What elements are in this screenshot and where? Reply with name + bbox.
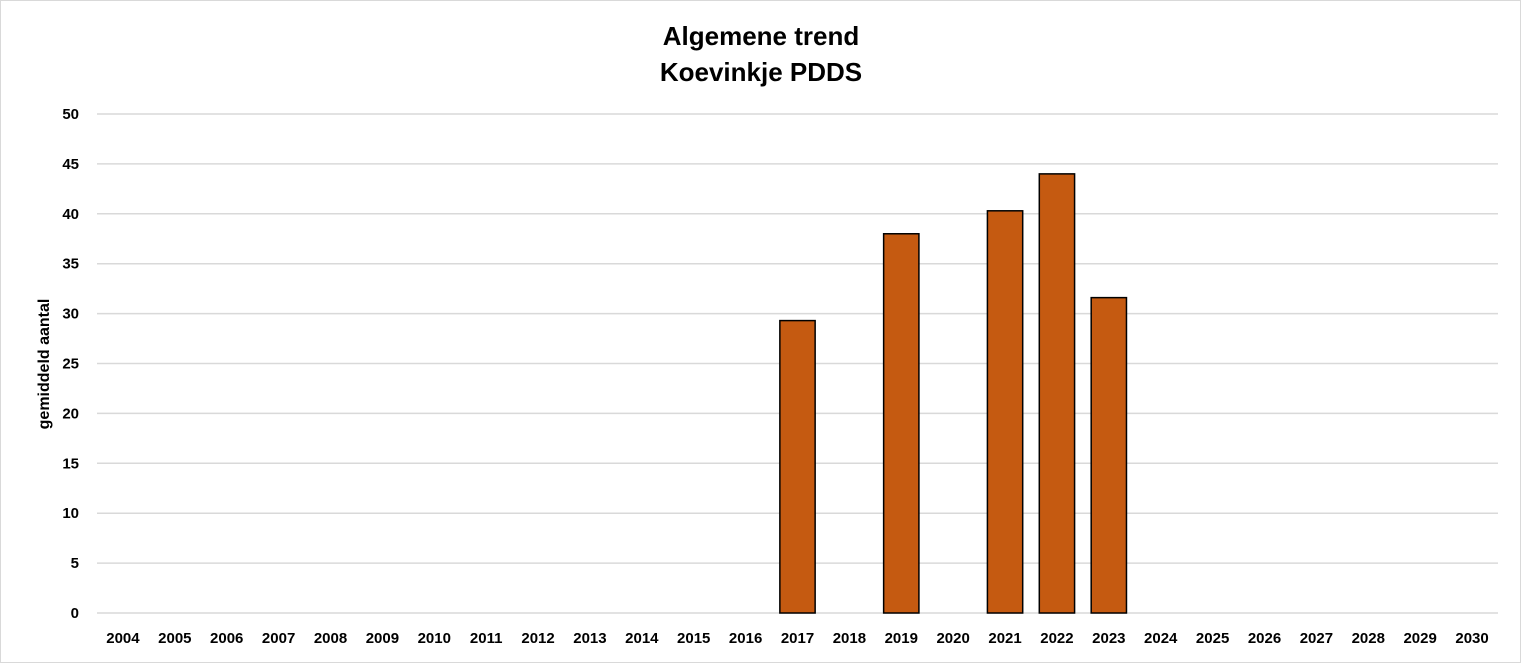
x-tick-label: 2004 bbox=[106, 630, 140, 647]
bar-2021 bbox=[986, 210, 1024, 614]
x-tick-label: 2014 bbox=[625, 630, 659, 647]
y-tick-label: 5 bbox=[71, 555, 79, 572]
y-tick-label: 20 bbox=[62, 405, 79, 422]
y-tick-label: 25 bbox=[62, 356, 79, 373]
y-tick-label: 35 bbox=[62, 256, 79, 273]
chart-title-line-2: Koevinkje PDDS bbox=[660, 57, 862, 87]
y-tick-label: 10 bbox=[62, 505, 79, 522]
y-tick-label: 50 bbox=[62, 106, 79, 123]
x-tick-label: 2030 bbox=[1455, 630, 1488, 647]
bar-2017 bbox=[779, 319, 816, 614]
y-axis-ticks: 0 5 10 15 20 25 30 35 40 45 50 bbox=[62, 106, 79, 622]
x-tick-label: 2017 bbox=[781, 630, 814, 647]
chart-title-line-1: Algemene trend bbox=[663, 21, 860, 51]
x-tick-label: 2018 bbox=[833, 630, 866, 647]
y-tick-label: 0 bbox=[71, 605, 79, 622]
x-tick-label: 2010 bbox=[418, 630, 451, 647]
x-tick-label: 2024 bbox=[1144, 630, 1178, 647]
x-tick-label: 2019 bbox=[885, 630, 918, 647]
x-tick-label: 2029 bbox=[1403, 630, 1436, 647]
x-tick-label: 2026 bbox=[1248, 630, 1281, 647]
x-tick-label: 2005 bbox=[158, 630, 191, 647]
x-tick-label: 2028 bbox=[1352, 630, 1385, 647]
y-axis-label: gemiddeld aantal bbox=[36, 299, 53, 430]
y-tick-label: 30 bbox=[62, 306, 79, 323]
x-tick-label: 2011 bbox=[470, 630, 503, 647]
bar-2022 bbox=[1038, 173, 1076, 614]
x-axis-ticks: 2004 2005 2006 2007 2008 2009 2010 2011 2012 2013… bbox=[106, 630, 1488, 647]
bars bbox=[779, 173, 1128, 614]
x-tick-label: 2016 bbox=[729, 630, 762, 647]
x-tick-label: 2021 bbox=[988, 630, 1021, 647]
x-tick-label: 2022 bbox=[1040, 630, 1073, 647]
x-tick-label: 2009 bbox=[366, 630, 399, 647]
bar-2019 bbox=[882, 233, 920, 614]
y-tick-label: 15 bbox=[62, 455, 79, 472]
x-tick-label: 2027 bbox=[1300, 630, 1333, 647]
x-tick-label: 2015 bbox=[677, 630, 710, 647]
x-tick-label: 2006 bbox=[210, 630, 243, 647]
x-tick-label: 2008 bbox=[314, 630, 347, 647]
x-tick-label: 2020 bbox=[936, 630, 969, 647]
bar-2023 bbox=[1090, 296, 1128, 614]
x-tick-label: 2025 bbox=[1196, 630, 1229, 647]
x-tick-label: 2013 bbox=[573, 630, 606, 647]
x-tick-label: 2007 bbox=[262, 630, 295, 647]
x-tick-label: 2012 bbox=[521, 630, 554, 647]
x-tick-label: 2023 bbox=[1092, 630, 1125, 647]
y-tick-label: 45 bbox=[62, 156, 79, 173]
y-tick-label: 40 bbox=[62, 206, 79, 223]
